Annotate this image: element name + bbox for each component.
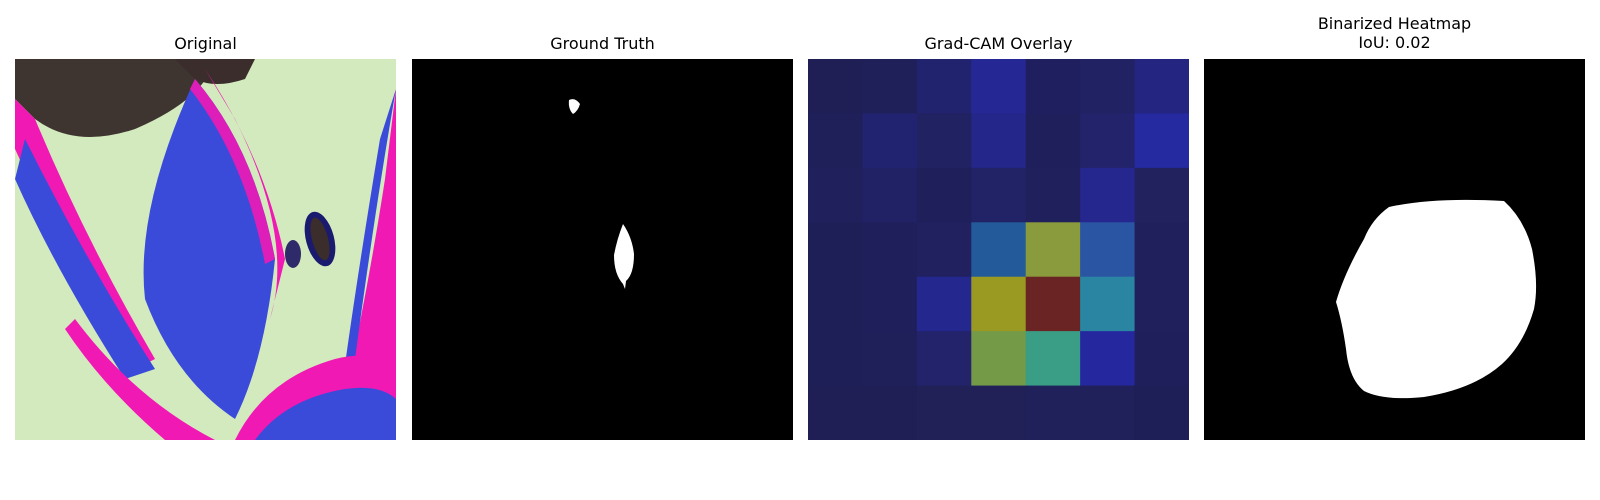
gradcam-cell <box>1080 222 1135 277</box>
gradcam-cell <box>917 113 972 168</box>
binarized-heatmap <box>1204 59 1585 440</box>
gradcam-cell <box>1135 331 1189 386</box>
gradcam-cell <box>808 222 863 277</box>
gradcam-cell <box>1080 113 1135 168</box>
gradcam-cell <box>808 59 863 114</box>
gradcam-cell <box>862 277 917 332</box>
gradcam-cell <box>862 59 917 114</box>
original-image <box>15 59 396 440</box>
gradcam-cell <box>808 113 863 168</box>
binarized-title: Binarized Heatmap IoU: 0.02 <box>1204 14 1585 52</box>
gradcam-cell <box>917 59 972 114</box>
gradcam-cell <box>862 113 917 168</box>
gradcam-cell <box>808 277 863 332</box>
gradcam-cell <box>971 59 1026 114</box>
gradcam-cell <box>862 168 917 223</box>
gradcam-title: Grad-CAM Overlay <box>808 34 1189 53</box>
gradcam-cell <box>1026 277 1081 332</box>
gradcam-cell <box>1080 331 1135 386</box>
gradcam-cell <box>917 331 972 386</box>
gradcam-cell <box>1080 386 1135 440</box>
gradcam-cell <box>917 277 972 332</box>
binarized-title-line: Binarized Heatmap <box>1204 14 1585 33</box>
gradcam-cell <box>1135 277 1189 332</box>
gradcam-cell <box>1026 222 1081 277</box>
gradcam-cell <box>971 168 1026 223</box>
gradcam-cell <box>971 277 1026 332</box>
gradcam-cell <box>917 168 972 223</box>
gradcam-cell <box>1135 386 1189 440</box>
gradcam-cell <box>1135 168 1189 223</box>
gradcam-cell <box>808 386 863 440</box>
gradcam-cell <box>1080 168 1135 223</box>
gradcam-cell <box>1026 59 1081 114</box>
gradcam-cell <box>1026 331 1081 386</box>
gradcam-cell <box>808 331 863 386</box>
gradcam-cell <box>1026 113 1081 168</box>
gradcam-cell <box>971 386 1026 440</box>
gradcam-cell <box>971 113 1026 168</box>
gradcam-cell <box>862 386 917 440</box>
gradcam-cell <box>808 168 863 223</box>
gradcam-overlay <box>808 59 1189 440</box>
gradcam-cell <box>917 386 972 440</box>
gradcam-cell <box>1026 386 1081 440</box>
gradcam-cell <box>862 331 917 386</box>
gradcam-cell <box>862 222 917 277</box>
gradcam-cell <box>1135 222 1189 277</box>
ground-truth-title: Ground Truth <box>412 34 793 53</box>
iou-label: IoU: 0.02 <box>1204 33 1585 52</box>
ground-truth-mask <box>412 59 793 440</box>
original-title: Original <box>15 34 396 53</box>
gradcam-cell <box>971 222 1026 277</box>
gradcam-cell <box>1135 59 1189 114</box>
gradcam-cell <box>971 331 1026 386</box>
gradcam-cell <box>1080 59 1135 114</box>
gradcam-cell <box>1026 168 1081 223</box>
gradcam-cell <box>917 222 972 277</box>
gradcam-cell <box>1135 113 1189 168</box>
gradcam-cell <box>1080 277 1135 332</box>
